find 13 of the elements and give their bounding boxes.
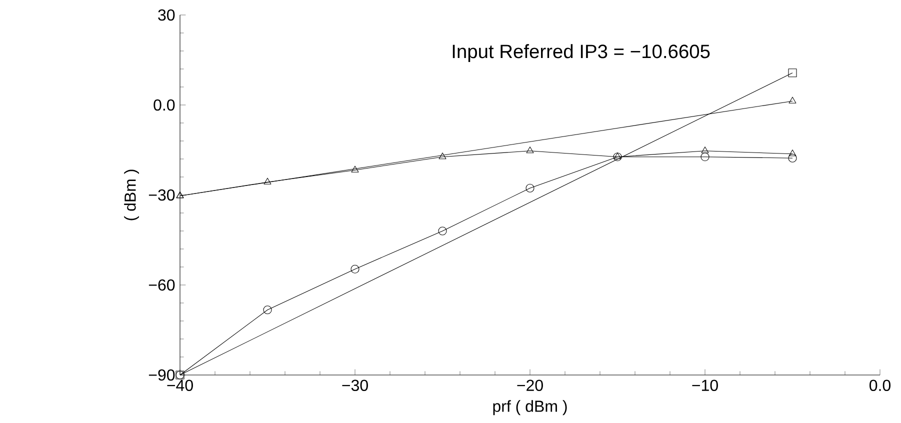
x-tick-label: −20 xyxy=(517,380,543,392)
x-tick-label: 0.0 xyxy=(870,380,890,392)
y-tick-label: −30 xyxy=(148,189,175,201)
x-tick-label: −30 xyxy=(342,380,368,392)
y-axis-title: ( dBm ) xyxy=(124,170,139,220)
x-tick-label: −10 xyxy=(692,380,718,392)
y-tick-label: 30 xyxy=(158,9,175,21)
y-tick-label: 0.0 xyxy=(154,99,175,111)
y-tick-label: −90 xyxy=(148,369,175,381)
annotation: Input Referred IP3 = −10.6605 xyxy=(452,44,710,62)
x-axis-title: prf ( dBm ) xyxy=(493,400,567,416)
y-tick-label: −60 xyxy=(148,279,175,291)
x-tick-label: −40 xyxy=(167,380,193,392)
